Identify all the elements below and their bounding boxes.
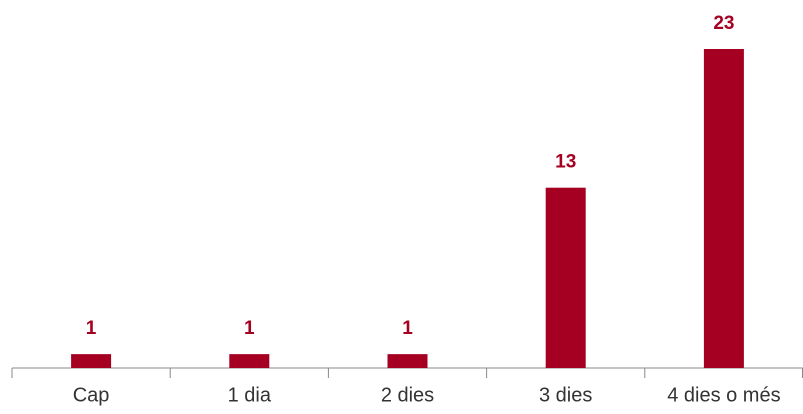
x-tick-label: Cap (73, 384, 110, 406)
bar (71, 354, 112, 368)
bar (387, 354, 428, 368)
x-tick-label: 2 dies (381, 384, 434, 406)
x-tick-label: 1 dia (228, 384, 272, 406)
data-label: 1 (244, 318, 255, 339)
x-tick-label: 3 dies (539, 384, 592, 406)
x-tick-label: 4 dies o més (667, 384, 780, 406)
bar (229, 354, 270, 368)
data-label: 13 (555, 152, 576, 173)
bar (545, 187, 586, 368)
data-label: 1 (86, 318, 97, 339)
data-label: 23 (713, 13, 734, 34)
data-label: 1 (402, 318, 413, 339)
bar (703, 49, 744, 368)
